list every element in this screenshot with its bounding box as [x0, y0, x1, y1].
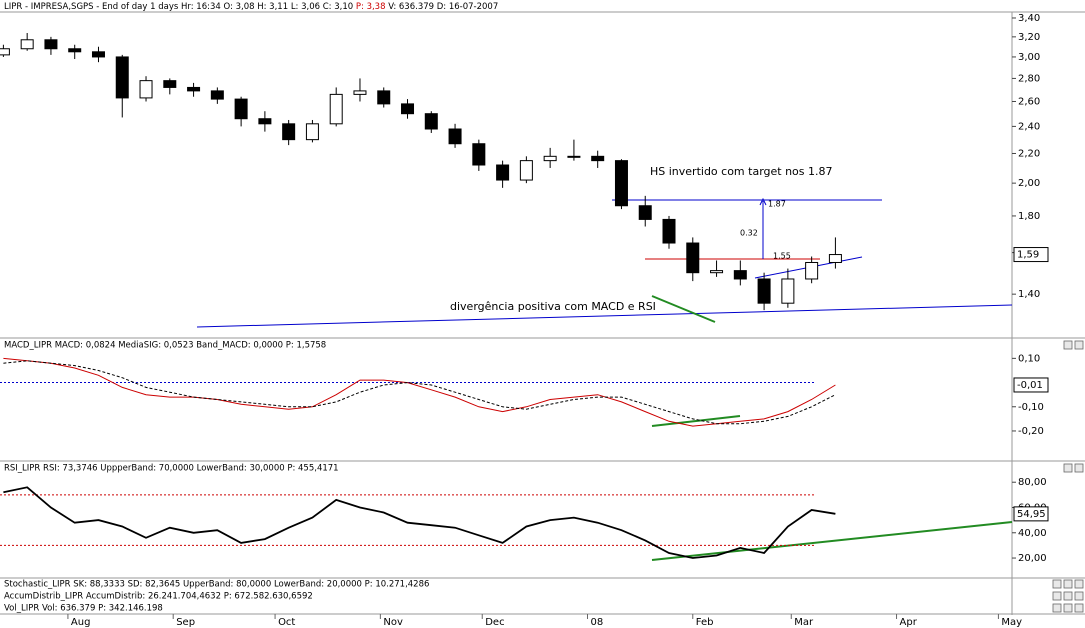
y-tick-label: 2,60	[1018, 96, 1040, 107]
candle-body	[210, 90, 224, 100]
candle-body	[20, 39, 34, 50]
y-tick-label: 1,40	[1018, 289, 1040, 300]
panel: 1,401,601,802,002,202,402,602,803,003,20…	[0, 13, 1049, 311]
y-tick-label: 3,20	[1018, 32, 1040, 43]
candle-body	[424, 113, 438, 130]
x-tick-label: Nov	[383, 617, 403, 628]
candle-body	[0, 48, 10, 56]
candle-body	[68, 48, 82, 53]
candle-body	[377, 90, 391, 105]
drawings	[196, 197, 1013, 561]
last-value-box	[1013, 377, 1049, 393]
indicator-line	[3, 360, 836, 425]
y-tick-label: 80,00	[1018, 477, 1047, 488]
header-text: LIPR - IMPRESA,SGPS - End of day 1 days …	[4, 2, 353, 12]
candle-body	[543, 155, 557, 162]
x-tick-label: Oct	[278, 617, 295, 628]
x-tick-label: 08	[591, 617, 604, 628]
candle-body	[305, 123, 319, 141]
candle-body	[828, 254, 842, 263]
y-tick-label: 2,20	[1018, 148, 1040, 159]
last-value-box	[1013, 506, 1049, 522]
y-tick-label: 2,00	[1018, 178, 1040, 189]
annotation: 1.55	[773, 252, 791, 261]
volume-header: Vol_LIPR Vol: 636.379 P: 342.146.198	[4, 604, 163, 614]
candle-body	[757, 278, 771, 304]
annotation: 1.87	[768, 200, 786, 209]
x-tick-label: Mar	[794, 617, 814, 628]
annotation: HS invertido com target nos 1.87	[650, 165, 833, 178]
candle-body	[44, 39, 58, 50]
candle-body	[234, 98, 248, 120]
candle-body	[781, 278, 795, 304]
indicator-line	[3, 486, 836, 559]
y-tick-label: 1,80	[1018, 211, 1040, 222]
candle-body	[567, 155, 581, 158]
candle-body	[638, 205, 652, 220]
candle-body	[187, 86, 201, 92]
y-tick-label: -0,10	[1018, 402, 1044, 413]
x-tick-label: Dec	[485, 617, 504, 628]
candle-body	[91, 51, 105, 58]
price-header: LIPR - IMPRESA,SGPS - End of day 1 days …	[4, 2, 498, 12]
divergence-line	[651, 521, 1013, 561]
candle-body	[353, 90, 367, 95]
x-tick-label: May	[1001, 617, 1022, 628]
x-tick-label: Sep	[176, 617, 195, 628]
last-value-box	[1013, 247, 1049, 263]
candle-body	[401, 103, 415, 115]
x-tick-label: Aug	[71, 617, 91, 628]
candle-body	[710, 270, 724, 274]
annotation: 0.32	[740, 229, 758, 238]
candle-body	[448, 128, 462, 145]
candle-body	[733, 270, 747, 280]
y-tick-label: 40,00	[1018, 528, 1047, 539]
candle-body	[686, 242, 700, 274]
arrow-head	[759, 197, 767, 206]
candle-body	[139, 80, 153, 99]
y-tick-label: 20,00	[1018, 553, 1047, 564]
candle-body	[282, 123, 296, 141]
divergence-line	[651, 295, 716, 323]
panel: -0,20 -0,10 0,10 -0,01	[0, 353, 1049, 437]
y-tick-label: 2,40	[1018, 121, 1040, 132]
y-tick-label: 3,00	[1018, 52, 1040, 63]
stochastic-header: Stochastic_LIPR SK: 88,3333 SD: 82,3645 …	[4, 580, 429, 590]
candle-body	[472, 143, 486, 166]
header-text: V: 636.379 D: 16-07-2007	[388, 2, 498, 12]
candle-body	[258, 118, 272, 125]
last-value-label: 54,95	[1017, 509, 1046, 520]
header-price: P: 3,38	[356, 2, 386, 12]
annotation: divergência positiva com MACD e RSI	[450, 300, 656, 313]
candle-body	[115, 56, 129, 99]
x-tick-label: Feb	[696, 617, 714, 628]
candle-body	[662, 218, 676, 244]
trendline	[196, 304, 1013, 328]
last-value-label: -0,01	[1017, 380, 1043, 391]
y-tick-label: -0,20	[1018, 426, 1044, 437]
last-value-label: 1,59	[1017, 250, 1039, 261]
candle-body	[614, 160, 628, 207]
candle-body	[329, 93, 343, 125]
candle-body	[163, 80, 177, 88]
y-tick-label: 0,10	[1018, 353, 1040, 364]
candle-body	[591, 155, 605, 162]
y-tick-label: 3,40	[1018, 13, 1040, 24]
candle-body	[519, 160, 533, 181]
y-tick-label: 2,80	[1018, 73, 1040, 84]
x-tick-label: Apr	[900, 617, 918, 628]
rsi-header: RSI_LIPR RSI: 73,3746 UppperBand: 70,000…	[4, 464, 339, 474]
divergence-line	[651, 415, 741, 427]
candle-body	[496, 164, 510, 181]
indicator-line	[3, 357, 836, 427]
candle-body	[805, 261, 819, 280]
window-buttons[interactable]	[1052, 340, 1084, 613]
macd-header: MACD_LIPR MACD: 0,0824 MediaSIG: 0,0523 …	[4, 341, 326, 351]
accumdistrib-header: AccumDistrib_LIPR AccumDistrib: 26.241.7…	[4, 592, 313, 602]
